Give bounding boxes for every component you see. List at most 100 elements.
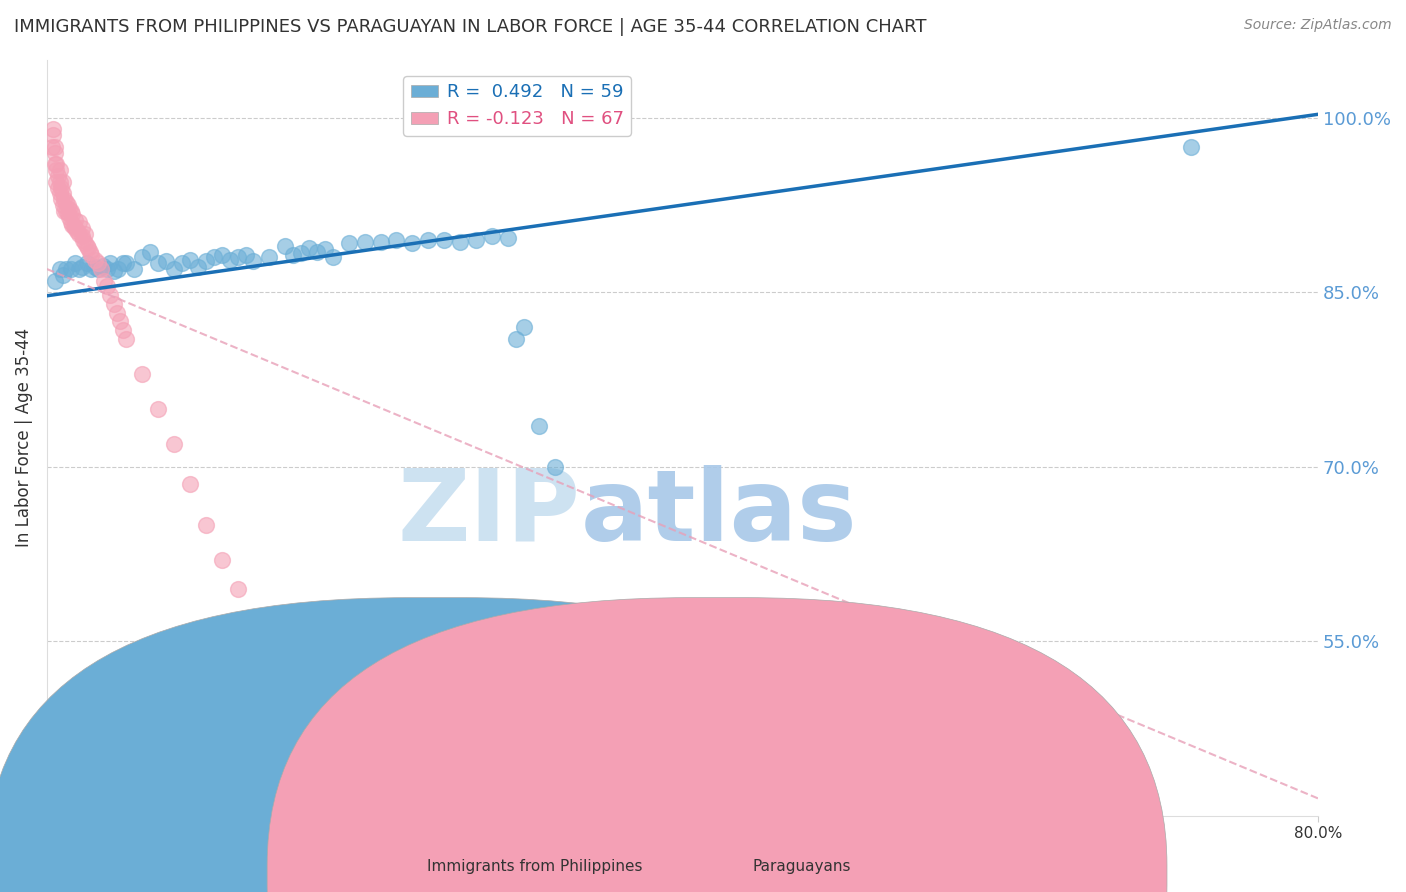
Point [63, 219, 86, 233]
Point [103, 264, 125, 278]
Point [60, 207, 83, 221]
Point [93, 274, 115, 288]
Point [42, 128, 65, 143]
Point [44, 157, 66, 171]
Point [337, 236, 360, 251]
Point [41, 140, 63, 154]
Point [44, 274, 66, 288]
Point [60, 218, 83, 232]
Point [115, 256, 138, 270]
Point [67, 215, 90, 229]
Point [46, 169, 69, 183]
Point [146, 256, 169, 270]
Point [155, 253, 177, 268]
Point [48, 175, 70, 189]
Point [48, 186, 70, 201]
Point [70, 229, 93, 244]
Point [131, 251, 153, 265]
Point [187, 260, 209, 274]
Point [465, 233, 488, 247]
Point [298, 241, 321, 255]
Point [59, 262, 82, 277]
Point [79, 244, 101, 259]
Point [211, 553, 233, 567]
Point [67, 262, 90, 277]
Point [46, 180, 69, 194]
Text: Immigrants from Philippines: Immigrants from Philippines [426, 859, 643, 874]
Point [44, 140, 66, 154]
Point [108, 314, 131, 328]
Point [70, 260, 93, 274]
Point [146, 401, 169, 416]
Point [52, 186, 75, 201]
Point [187, 657, 209, 672]
Point [100, 256, 122, 270]
Point [226, 251, 249, 265]
Point [107, 262, 129, 277]
Point [76, 239, 98, 253]
Point [194, 253, 217, 268]
Point [1180, 140, 1202, 154]
Point [65, 256, 87, 270]
Point [51, 192, 73, 206]
Point [67, 227, 90, 241]
Point [59, 203, 82, 218]
Point [242, 253, 264, 268]
Point [202, 251, 225, 265]
Point [370, 235, 392, 250]
Point [52, 198, 75, 212]
Point [96, 279, 118, 293]
Point [55, 262, 77, 277]
Point [103, 297, 125, 311]
Text: atlas: atlas [581, 465, 858, 562]
Point [80, 248, 103, 262]
Point [259, 251, 281, 265]
Point [226, 582, 249, 596]
Point [544, 459, 567, 474]
Point [53, 192, 76, 206]
Point [56, 198, 79, 212]
Text: IMMIGRANTS FROM PHILIPPINES VS PARAGUAYAN IN LABOR FORCE | AGE 35-44 CORRELATION: IMMIGRANTS FROM PHILIPPINES VS PARAGUAYA… [14, 18, 927, 36]
Point [83, 252, 105, 267]
Point [115, 332, 138, 346]
Point [274, 239, 297, 253]
Point [45, 163, 67, 178]
Point [512, 320, 534, 334]
Point [77, 241, 100, 255]
Point [496, 230, 519, 244]
Point [44, 145, 66, 160]
Point [170, 256, 193, 270]
Point [91, 259, 114, 273]
Point [53, 203, 76, 218]
Point [112, 322, 135, 336]
Point [401, 236, 423, 251]
Point [52, 175, 75, 189]
Y-axis label: In Labor Force | Age 35-44: In Labor Force | Age 35-44 [15, 328, 32, 548]
Point [353, 235, 375, 250]
Point [45, 157, 67, 171]
Point [45, 175, 67, 189]
Point [305, 244, 328, 259]
Point [283, 248, 305, 262]
Point [131, 367, 153, 381]
Point [194, 518, 217, 533]
Point [80, 262, 103, 277]
Point [290, 245, 312, 260]
Point [481, 229, 503, 244]
Text: Source: ZipAtlas.com: Source: ZipAtlas.com [1244, 18, 1392, 32]
Point [505, 332, 527, 346]
Point [65, 221, 87, 235]
Point [42, 122, 65, 136]
Point [235, 248, 257, 262]
Point [112, 256, 135, 270]
Point [58, 210, 80, 224]
Point [73, 227, 96, 241]
Text: Paraguayans: Paraguayans [752, 859, 851, 874]
Point [105, 306, 128, 320]
Point [90, 262, 112, 277]
Point [56, 206, 79, 220]
Point [72, 233, 94, 247]
Point [55, 194, 77, 209]
Point [179, 477, 201, 491]
Point [100, 287, 122, 301]
